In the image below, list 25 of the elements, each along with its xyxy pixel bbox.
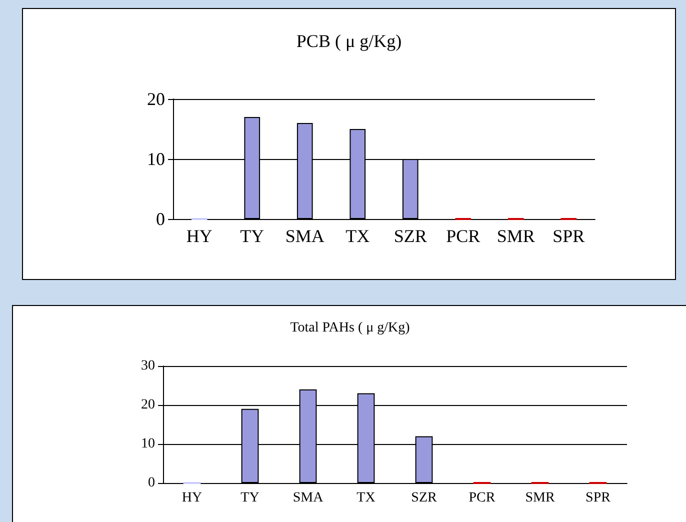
y-tick-label: 30 <box>141 358 155 374</box>
x-tick-label: SZR <box>394 226 427 246</box>
chart-title: Total PAHs ( μ g/Kg) <box>290 320 410 336</box>
x-tick-label: TY <box>240 490 260 506</box>
y-tick-label: 10 <box>141 436 155 452</box>
x-tick-label: SPR <box>586 490 612 506</box>
y-tick-label: 20 <box>147 89 165 109</box>
x-tick-label: TY <box>240 226 264 246</box>
x-tick-label: SPR <box>552 226 585 246</box>
x-tick-label: HY <box>182 490 202 506</box>
x-tick-label: TX <box>356 490 376 506</box>
x-tick-label: SMA <box>292 490 324 506</box>
x-tick-label: TX <box>346 226 370 246</box>
chart-title: PCB ( μ g/Kg) <box>296 31 402 51</box>
x-tick-label: PCR <box>468 490 496 506</box>
x-tick-label: SMR <box>525 490 556 506</box>
y-tick-label: 0 <box>148 476 155 490</box>
y-tick-label: 10 <box>147 149 165 169</box>
x-tick-label: PCR <box>446 226 480 246</box>
x-tick-label: SMA <box>285 226 324 246</box>
y-tick-label: 20 <box>141 398 155 412</box>
y-tick-label: 0 <box>156 209 165 229</box>
x-tick-label: SZR <box>411 490 438 506</box>
x-tick-label: SMR <box>496 226 535 246</box>
x-tick-label: HY <box>186 226 212 246</box>
